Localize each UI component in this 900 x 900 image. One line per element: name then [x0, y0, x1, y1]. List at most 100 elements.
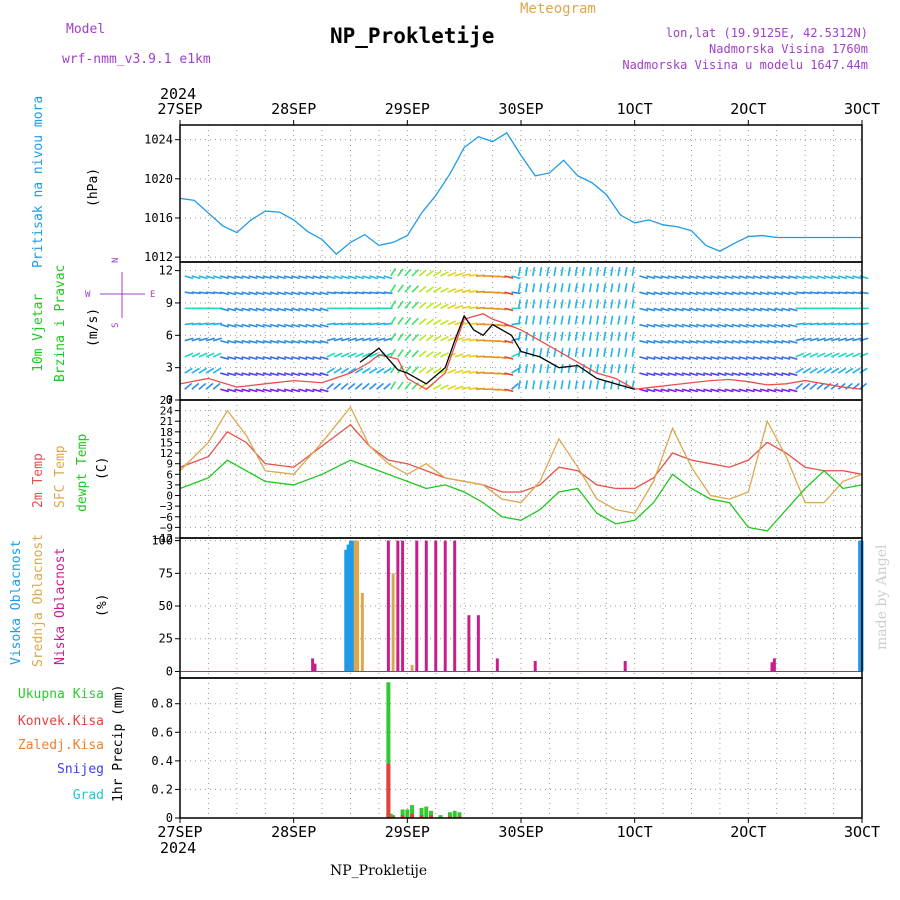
wind-arrow — [624, 331, 628, 341]
wind-arrow — [539, 315, 543, 325]
wind-arrow — [617, 299, 621, 309]
wind-arrow — [795, 291, 805, 295]
wind-arrow — [774, 388, 784, 393]
ytick-label: 9 — [166, 296, 173, 310]
wind-arrow — [319, 291, 329, 296]
wind-arrow — [319, 339, 329, 344]
wind-arrow — [553, 331, 557, 341]
wind-arrow — [539, 331, 543, 341]
wind-arrow — [369, 275, 379, 280]
legend-total: Ukupna Kisa — [18, 687, 104, 702]
wind-arrow — [418, 382, 427, 390]
ytick-label: 9 — [166, 458, 173, 471]
temp-unit: (C) — [95, 457, 110, 480]
wind-arrow — [517, 299, 521, 309]
wind-arrow — [837, 352, 847, 358]
wind-arrow — [809, 367, 818, 374]
wind-arrow — [227, 356, 237, 360]
wind-arrow — [795, 275, 805, 280]
wind-arrow — [581, 315, 585, 325]
wind-arrow — [688, 356, 699, 360]
wind-arrow — [241, 339, 251, 344]
wind-arrow — [838, 275, 848, 280]
wind-arrow — [546, 380, 550, 390]
wind-arrow — [276, 356, 286, 360]
wind-arrow — [333, 275, 343, 280]
wind-arrow — [461, 305, 471, 310]
wind-arrow — [220, 388, 230, 393]
wind-arrow — [595, 315, 600, 325]
bar-cloud-low — [401, 540, 405, 672]
wind-arrow — [852, 322, 862, 326]
wind-arrow — [298, 372, 308, 377]
wind-arrow — [362, 352, 371, 358]
ytick-label: 75 — [159, 566, 173, 580]
wind-arrow — [731, 275, 741, 280]
wind-arrow — [440, 303, 449, 310]
wind-arrow — [276, 291, 286, 296]
wind-arrow — [497, 356, 507, 360]
xtick-label-bottom: 28SEP — [271, 823, 316, 841]
bar-cloud-high — [858, 540, 862, 672]
wind-arrow — [369, 337, 379, 342]
wind-arrow — [710, 291, 720, 296]
cloud-ylabel-low: Niska Oblacnost — [53, 548, 68, 665]
wind-arrow — [745, 356, 755, 360]
wind-arrow — [305, 323, 315, 328]
wind-arrow — [348, 291, 358, 295]
wind-arrow — [283, 388, 294, 393]
wind-arrow — [795, 352, 805, 358]
pressure-ylabel: Pritisak na nivou mora — [31, 96, 46, 268]
wind-arrow — [802, 337, 812, 342]
series-wind-avg — [179, 313, 863, 391]
wind-arrow — [347, 382, 356, 390]
model-name: wrf-nmm_v3.9.1 e1km — [62, 52, 211, 67]
bar-cloud-high — [349, 540, 352, 672]
wind-arrow — [759, 323, 770, 328]
wind-arrow — [781, 339, 791, 344]
temp-ylabel-sfc: SFC Temp — [53, 445, 68, 508]
wind-arrow — [234, 275, 244, 280]
ytick-label: 12 — [160, 447, 173, 460]
wind-arrow — [291, 372, 301, 377]
wind-arrow — [205, 352, 215, 358]
wind-arrow — [667, 275, 677, 280]
wind-arrow — [660, 291, 670, 296]
wind-arrow — [269, 291, 279, 296]
wind-arrow — [717, 372, 727, 377]
wind-arrow — [362, 291, 372, 295]
wind-arrow — [830, 352, 840, 358]
wind-arrow — [781, 388, 791, 393]
wind-arrow — [588, 331, 593, 341]
wind-arrow — [212, 275, 223, 280]
wind-arrow — [319, 275, 329, 280]
wind-arrow — [241, 388, 251, 393]
wind-arrow — [696, 372, 706, 377]
wind-arrow — [255, 275, 265, 280]
wind-arrow — [205, 275, 215, 280]
wind-arrow — [383, 291, 393, 295]
wind-arrow — [397, 284, 404, 293]
wind-arrow — [653, 372, 663, 377]
wind-arrow — [809, 382, 818, 390]
wind-arrow — [326, 291, 336, 295]
credit-label: made by Angel — [874, 544, 890, 650]
wind-arrow — [255, 372, 265, 377]
wind-arrow — [610, 267, 614, 277]
wind-arrow — [674, 339, 684, 344]
wind-arrow — [291, 388, 301, 393]
wind-arrow — [354, 382, 363, 390]
wind-arrow — [724, 307, 734, 312]
wind-arrow — [703, 372, 713, 377]
wind-arrow — [205, 337, 215, 342]
wind-arrow — [759, 275, 770, 280]
wind-arrow — [241, 372, 251, 377]
wind-arrow — [667, 339, 677, 344]
wind-arrow — [432, 335, 442, 342]
wind-arrow — [191, 382, 200, 390]
wind-arrow — [220, 307, 230, 312]
ytick-label: 1012 — [144, 250, 173, 264]
xtick-label-top: 29SEP — [385, 100, 430, 118]
wind-arrow — [454, 369, 464, 374]
wind-arrow — [660, 356, 670, 360]
